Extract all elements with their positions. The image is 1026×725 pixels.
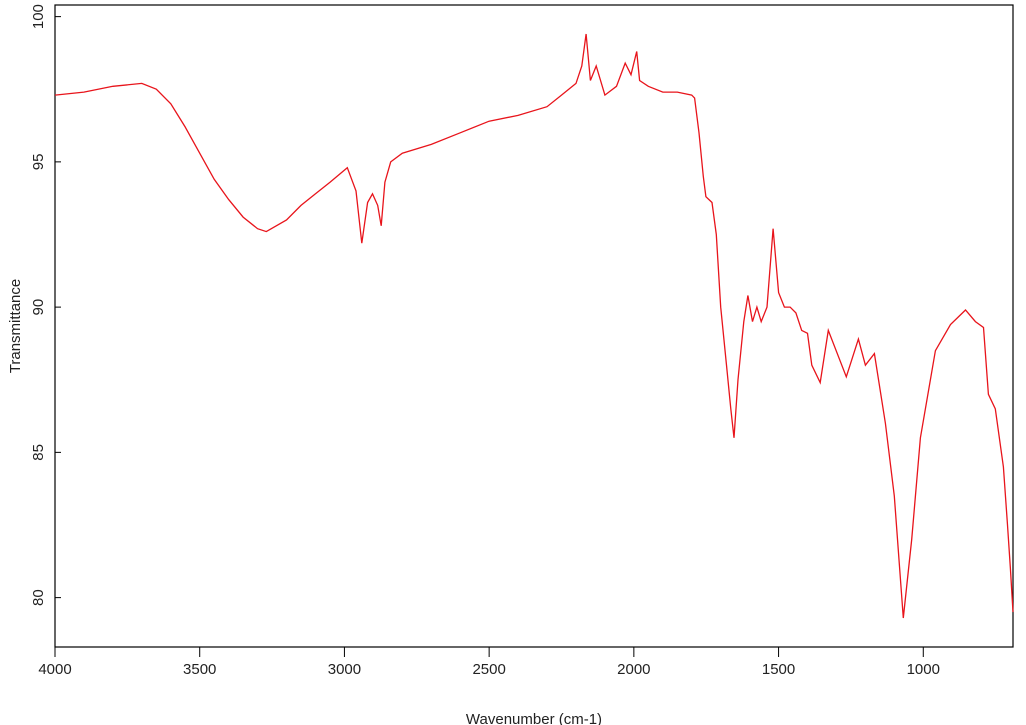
x-axis-label: Wavenumber (cm-1) [466,711,602,725]
y-tick-label: 85 [30,444,47,461]
x-tick-label: 3000 [328,661,361,678]
x-tick-label: 2000 [617,661,650,678]
plot-frame [54,4,1014,648]
x-tick-label: 1000 [907,661,940,678]
y-tick-label: 95 [30,154,47,171]
x-tick-label: 4000 [38,661,71,678]
y-tick-label: 100 [30,4,47,29]
spectrum-line [54,33,1014,619]
x-tick-label: 1500 [762,661,795,678]
x-tick-label: 2500 [472,661,505,678]
y-tick-label: 80 [30,589,47,606]
x-tick-label: 3500 [183,661,216,678]
y-axis-label: Transmittance [7,279,24,373]
y-tick-label: 90 [30,299,47,316]
